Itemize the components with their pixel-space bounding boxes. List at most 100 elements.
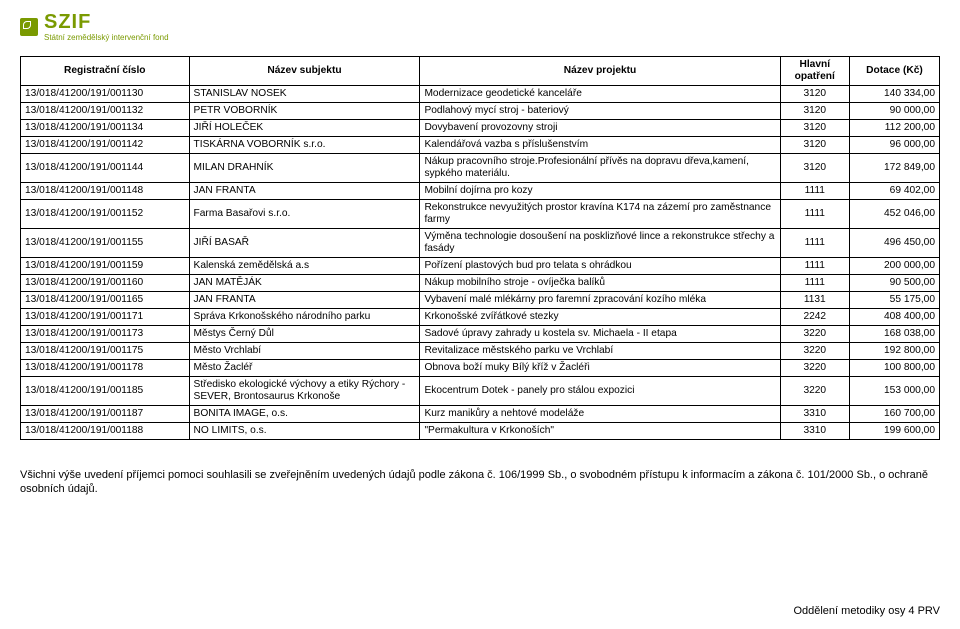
table-cell: Středisko ekologické výchovy a etiky Rýc… xyxy=(189,377,420,406)
table-cell: 100 800,00 xyxy=(849,360,939,377)
table-row: 13/018/41200/191/001130STANISLAV NOSEKMo… xyxy=(21,86,940,103)
table-cell: 13/018/41200/191/001155 xyxy=(21,229,190,258)
table-cell: 200 000,00 xyxy=(849,258,939,275)
table-cell: 13/018/41200/191/001171 xyxy=(21,309,190,326)
table-cell: 192 800,00 xyxy=(849,343,939,360)
table-cell: Farma Basařovi s.r.o. xyxy=(189,200,420,229)
table-cell: Kurz manikůry a nehtové modeláže xyxy=(420,406,780,423)
table-cell: 13/018/41200/191/001148 xyxy=(21,183,190,200)
table-cell: Mobilní dojírna pro kozy xyxy=(420,183,780,200)
table-cell: 13/018/41200/191/001134 xyxy=(21,120,190,137)
table-cell: 1111 xyxy=(780,258,849,275)
table-cell: NO LIMITS, o.s. xyxy=(189,423,420,440)
table-cell: Město Žacléř xyxy=(189,360,420,377)
table-row: 13/018/41200/191/001134JIŘÍ HOLEČEKDovyb… xyxy=(21,120,940,137)
table-cell: 1111 xyxy=(780,183,849,200)
table-row: 13/018/41200/191/001175Město VrchlabíRev… xyxy=(21,343,940,360)
table-row: 13/018/41200/191/001188NO LIMITS, o.s."P… xyxy=(21,423,940,440)
table-cell: JIŘÍ BASAŘ xyxy=(189,229,420,258)
table-cell: 90 000,00 xyxy=(849,103,939,120)
table-cell: 140 334,00 xyxy=(849,86,939,103)
table-cell: 13/018/41200/191/001159 xyxy=(21,258,190,275)
table-cell: 168 038,00 xyxy=(849,326,939,343)
table-row: 13/018/41200/191/001132PETR VOBORNÍKPodl… xyxy=(21,103,940,120)
table-row: 13/018/41200/191/001165JAN FRANTAVybaven… xyxy=(21,292,940,309)
table-row: 13/018/41200/191/001173Městys Černý DůlS… xyxy=(21,326,940,343)
table-cell: "Permakultura v Krkonoších" xyxy=(420,423,780,440)
table-cell: 496 450,00 xyxy=(849,229,939,258)
table-cell: 55 175,00 xyxy=(849,292,939,309)
table-cell: Vybavení malé mlékárny pro faremní zprac… xyxy=(420,292,780,309)
table-cell: 3220 xyxy=(780,343,849,360)
table-cell: 69 402,00 xyxy=(849,183,939,200)
table-cell: 199 600,00 xyxy=(849,423,939,440)
table-cell: Ekocentrum Dotek - panely pro stálou exp… xyxy=(420,377,780,406)
col-header: Dotace (Kč) xyxy=(849,57,939,86)
table-cell: 96 000,00 xyxy=(849,137,939,154)
logo-mark-icon xyxy=(20,18,38,36)
table-row: 13/018/41200/191/001160JAN MATĚJÁKNákup … xyxy=(21,275,940,292)
table-header-row: Registrační číslo Název subjektu Název p… xyxy=(21,57,940,86)
table-cell: Rekonstrukce nevyužitých prostor kravína… xyxy=(420,200,780,229)
table-cell: 13/018/41200/191/001152 xyxy=(21,200,190,229)
table-cell: Podlahový mycí stroj - bateriový xyxy=(420,103,780,120)
table-cell: JAN FRANTA xyxy=(189,292,420,309)
table-cell: Nákup mobilního stroje - ovíječka balíků xyxy=(420,275,780,292)
table-cell: STANISLAV NOSEK xyxy=(189,86,420,103)
table-cell: 112 200,00 xyxy=(849,120,939,137)
table-cell: JIŘÍ HOLEČEK xyxy=(189,120,420,137)
logo: SZIF Státní zemědělský intervenční fond xyxy=(20,12,940,42)
table-cell: 13/018/41200/191/001132 xyxy=(21,103,190,120)
table-cell: Revitalizace městského parku ve Vrchlabí xyxy=(420,343,780,360)
table-cell: 13/018/41200/191/001160 xyxy=(21,275,190,292)
logo-subtitle: Státní zemědělský intervenční fond xyxy=(44,33,169,42)
table-cell: 1111 xyxy=(780,200,849,229)
col-header: Název projektu xyxy=(420,57,780,86)
table-cell: 13/018/41200/191/001130 xyxy=(21,86,190,103)
table-cell: 13/018/41200/191/001165 xyxy=(21,292,190,309)
logo-acronym: SZIF xyxy=(44,12,169,32)
table-row: 13/018/41200/191/001144MILAN DRAHNÍKNáku… xyxy=(21,154,940,183)
table-row: 13/018/41200/191/001152Farma Basařovi s.… xyxy=(21,200,940,229)
table-cell: 3310 xyxy=(780,406,849,423)
table-cell: 1111 xyxy=(780,229,849,258)
table-cell: 3310 xyxy=(780,423,849,440)
table-cell: 3120 xyxy=(780,137,849,154)
table-cell: 13/018/41200/191/001187 xyxy=(21,406,190,423)
table-cell: 3120 xyxy=(780,86,849,103)
table-cell: 1111 xyxy=(780,275,849,292)
table-row: 13/018/41200/191/001155JIŘÍ BASAŘVýměna … xyxy=(21,229,940,258)
table-cell: 1131 xyxy=(780,292,849,309)
table-cell: Nákup pracovního stroje.Profesionální př… xyxy=(420,154,780,183)
table-cell: Obnova boží muky Bílý kříž v Žacléři xyxy=(420,360,780,377)
table-cell: Sadové úpravy zahrady u kostela sv. Mich… xyxy=(420,326,780,343)
table-cell: Pořízení plastových bud pro telata s ohr… xyxy=(420,258,780,275)
footnote: Všichni výše uvedení příjemci pomoci sou… xyxy=(20,468,940,496)
table-cell: Dovybavení provozovny stroji xyxy=(420,120,780,137)
table-row: 13/018/41200/191/001159Kalenská zeměděls… xyxy=(21,258,940,275)
table-cell: JAN MATĚJÁK xyxy=(189,275,420,292)
table-cell: Město Vrchlabí xyxy=(189,343,420,360)
table-row: 13/018/41200/191/001187BONITA IMAGE, o.s… xyxy=(21,406,940,423)
table-cell: PETR VOBORNÍK xyxy=(189,103,420,120)
col-header: Hlavní opatření xyxy=(780,57,849,86)
table-row: 13/018/41200/191/001148JAN FRANTAMobilní… xyxy=(21,183,940,200)
table-cell: TISKÁRNA VOBORNÍK s.r.o. xyxy=(189,137,420,154)
table-cell: Kalenská zemědělská a.s xyxy=(189,258,420,275)
table-row: 13/018/41200/191/001171Správa Krkonošské… xyxy=(21,309,940,326)
table-cell: 2242 xyxy=(780,309,849,326)
table-cell: BONITA IMAGE, o.s. xyxy=(189,406,420,423)
table-cell: 3220 xyxy=(780,326,849,343)
table-row: 13/018/41200/191/001178Město ŽacléřObnov… xyxy=(21,360,940,377)
table-cell: Výměna technologie dosoušení na posklizň… xyxy=(420,229,780,258)
col-header: Registrační číslo xyxy=(21,57,190,86)
table-cell: 3120 xyxy=(780,120,849,137)
footer-right: Oddělení metodiky osy 4 PRV xyxy=(793,605,940,617)
table-cell: 160 700,00 xyxy=(849,406,939,423)
table-cell: 3220 xyxy=(780,377,849,406)
table-cell: 13/018/41200/191/001175 xyxy=(21,343,190,360)
table-cell: 13/018/41200/191/001142 xyxy=(21,137,190,154)
table-cell: 90 500,00 xyxy=(849,275,939,292)
table-row: 13/018/41200/191/001142TISKÁRNA VOBORNÍK… xyxy=(21,137,940,154)
col-header: Název subjektu xyxy=(189,57,420,86)
